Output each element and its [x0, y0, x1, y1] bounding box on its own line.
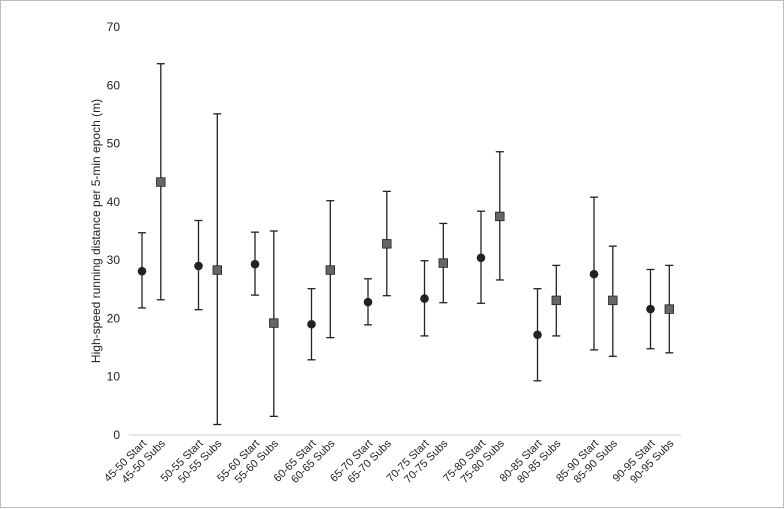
y-tick-label: 70	[107, 20, 121, 34]
y-tick-label: 40	[107, 195, 121, 209]
y-axis-title: High-speed running distance per 5-min ep…	[89, 99, 103, 363]
data-point-subs	[156, 177, 166, 187]
data-point-subs	[382, 239, 392, 249]
data-markers	[137, 177, 675, 340]
data-point-start	[589, 269, 599, 279]
data-point-start	[533, 330, 542, 340]
y-tick-label: 0	[113, 428, 120, 442]
data-point-subs	[608, 295, 618, 306]
y-tick-label: 60	[107, 78, 121, 92]
data-point-start	[646, 304, 655, 314]
error-bars	[138, 63, 674, 426]
data-point-start	[307, 319, 316, 329]
data-point-subs	[495, 211, 505, 222]
y-axis-ticks: 0 10 20 30 40 50 60 70	[107, 20, 121, 442]
data-point-subs	[664, 304, 675, 314]
data-point-start	[476, 253, 486, 263]
y-tick-label: 30	[107, 253, 121, 267]
y-tick-label: 10	[107, 370, 121, 384]
data-point-start	[420, 294, 429, 303]
data-point-subs	[551, 295, 562, 306]
data-point-start	[137, 266, 147, 276]
data-point-start	[194, 261, 203, 271]
y-tick-label: 50	[107, 137, 121, 151]
data-point-start	[250, 259, 260, 269]
y-tick-label: 20	[107, 311, 121, 325]
data-point-subs	[325, 265, 336, 275]
data-point-subs	[212, 265, 223, 275]
data-point-subs	[269, 318, 279, 328]
data-point-start	[363, 297, 373, 307]
data-point-subs	[438, 258, 449, 268]
